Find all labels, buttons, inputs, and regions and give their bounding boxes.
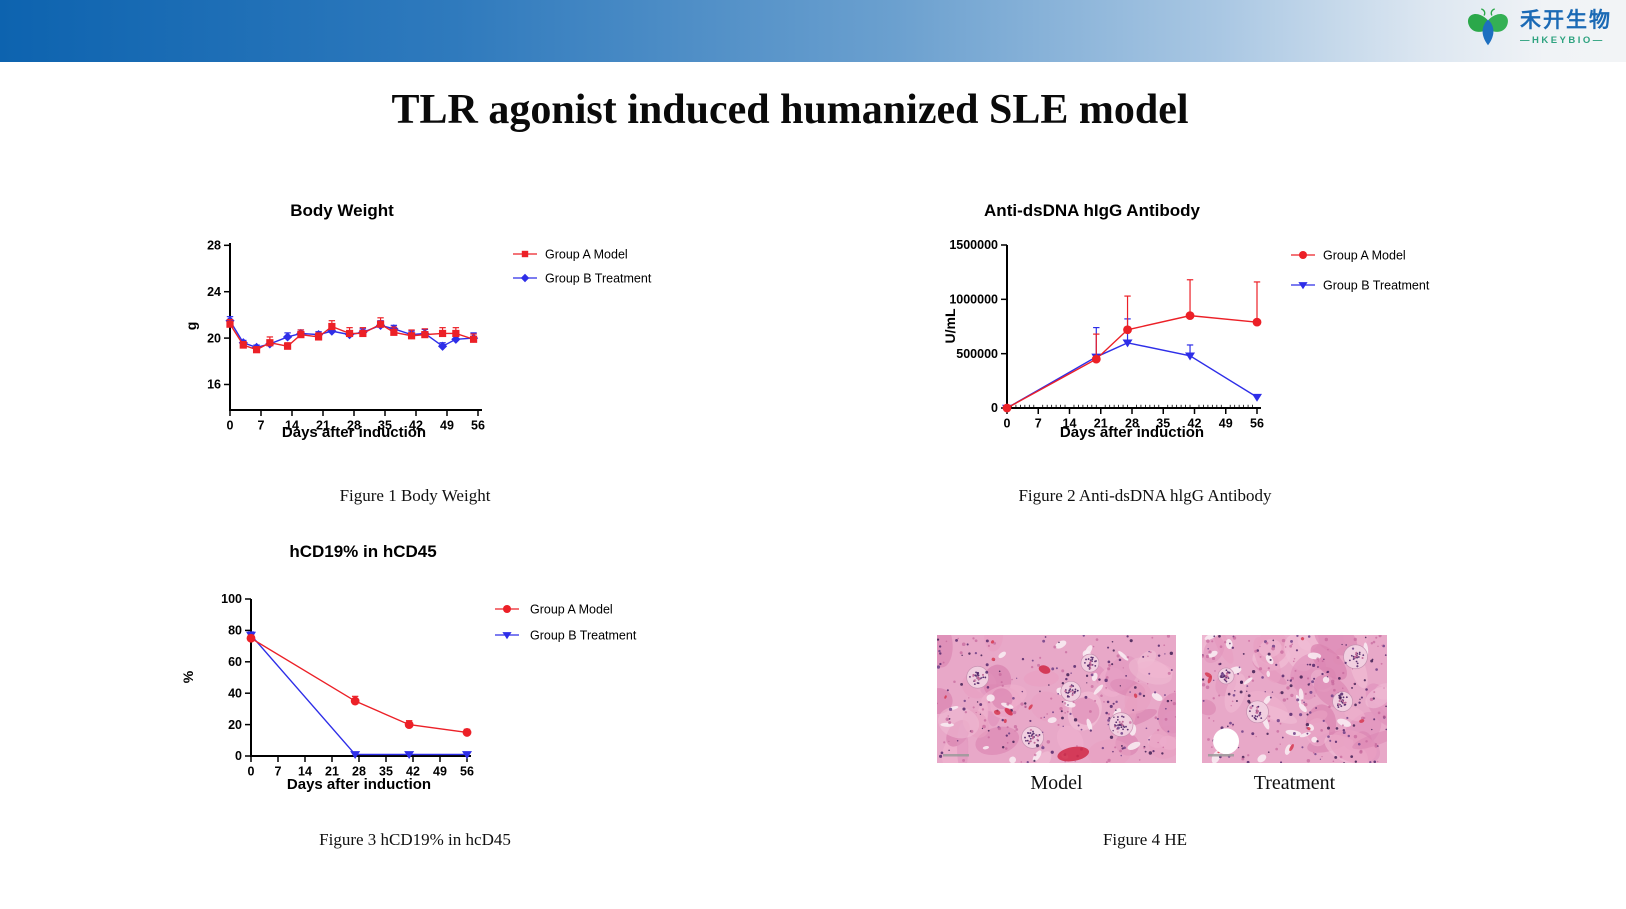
svg-text:28: 28 xyxy=(1125,417,1139,431)
svg-text:49: 49 xyxy=(433,765,447,779)
svg-text:Days after induction: Days after induction xyxy=(1060,424,1204,441)
svg-text:60: 60 xyxy=(228,655,242,669)
svg-text:20: 20 xyxy=(228,718,242,732)
svg-text:49: 49 xyxy=(1219,417,1233,431)
hcd19-plot: 0 20 40 60 80 100 0 7 14 21 28 35 42 49 56 hCD19% in hC… xyxy=(180,542,637,793)
svg-text:Body Weight: Body Weight xyxy=(290,201,394,220)
svg-text:35: 35 xyxy=(1156,417,1170,431)
svg-text:hCD19% in hCD45: hCD19% in hCD45 xyxy=(289,542,436,561)
figure2-caption: Figure 2 Anti-dsDNA hlgG Antibody xyxy=(1018,486,1272,505)
he-image-model xyxy=(937,635,1176,763)
he-model-label: Model xyxy=(1030,772,1083,794)
svg-text:7: 7 xyxy=(1035,417,1042,431)
svg-text:56: 56 xyxy=(1250,417,1264,431)
svg-text:16: 16 xyxy=(207,378,221,392)
svg-text:Group A Model: Group A Model xyxy=(545,247,628,261)
svg-text:14: 14 xyxy=(285,419,299,433)
svg-text:7: 7 xyxy=(275,765,282,779)
company-logo: 禾开生物 —HKEYBIO— xyxy=(1465,6,1612,50)
svg-text:%: % xyxy=(180,670,196,683)
svg-text:Group B Treatment: Group B Treatment xyxy=(545,271,652,285)
svg-text:21: 21 xyxy=(316,419,330,433)
butterfly-logo-icon xyxy=(1468,8,1508,46)
svg-text:Group B Treatment: Group B Treatment xyxy=(530,628,637,642)
svg-text:Days after induction: Days after induction xyxy=(287,776,431,793)
svg-text:100: 100 xyxy=(221,592,242,606)
svg-text:80: 80 xyxy=(228,624,242,638)
svg-text:28: 28 xyxy=(347,419,361,433)
svg-text:40: 40 xyxy=(228,686,242,700)
svg-text:1500000: 1500000 xyxy=(949,238,998,252)
figure1-caption: Figure 1 Body Weight xyxy=(339,486,491,505)
figure3-caption: Figure 3 hCD19% in hcD45 xyxy=(319,830,511,849)
svg-text:21: 21 xyxy=(1094,417,1108,431)
svg-text:56: 56 xyxy=(460,765,474,779)
header-bar: 禾开生物 —HKEYBIO— xyxy=(0,0,1626,62)
svg-text:7: 7 xyxy=(258,419,265,433)
logo-text-cn: 禾开生物 xyxy=(1520,8,1612,32)
svg-text:0: 0 xyxy=(991,401,998,415)
svg-text:Group A Model: Group A Model xyxy=(530,602,613,616)
svg-text:24: 24 xyxy=(207,285,221,299)
he-image-treatment xyxy=(1202,635,1387,763)
svg-text:21: 21 xyxy=(325,765,339,779)
svg-text:35: 35 xyxy=(379,765,393,779)
svg-text:0: 0 xyxy=(227,419,234,433)
svg-text:28: 28 xyxy=(207,239,221,253)
svg-text:42: 42 xyxy=(409,419,423,433)
svg-text:49: 49 xyxy=(440,419,454,433)
svg-text:20: 20 xyxy=(207,331,221,345)
svg-text:0: 0 xyxy=(235,749,242,763)
svg-text:14: 14 xyxy=(1063,417,1077,431)
svg-text:500000: 500000 xyxy=(956,347,998,361)
svg-text:14: 14 xyxy=(298,765,312,779)
figure-hcd19: 0 20 40 60 80 100 0 7 14 21 28 35 42 49 56 hCD19% in hC… xyxy=(175,540,695,823)
svg-text:Group A Model: Group A Model xyxy=(1323,248,1406,262)
svg-text:42: 42 xyxy=(1188,417,1202,431)
svg-text:g: g xyxy=(183,322,199,331)
svg-text:Days after induction: Days after induction xyxy=(282,424,426,441)
svg-text:Group B Treatment: Group B Treatment xyxy=(1323,278,1430,292)
logo-text-en: —HKEYBIO— xyxy=(1520,35,1605,47)
svg-text:35: 35 xyxy=(378,419,392,433)
svg-text:28: 28 xyxy=(352,765,366,779)
svg-text:Anti-dsDNA hIgG Antibody: Anti-dsDNA hIgG Antibody xyxy=(984,201,1200,220)
figure4-caption: Figure 4 HE xyxy=(1102,830,1188,849)
antibody-plot: 0 500000 1000000 1500000 0 7 14 21 28 35 42 49 56 Ant… xyxy=(942,201,1430,441)
figure-antibody: 0 500000 1000000 1500000 0 7 14 21 28 35 42 49 56 Ant… xyxy=(930,195,1450,462)
svg-text:0: 0 xyxy=(1004,417,1011,431)
body-weight-plot: 16 20 24 28 0 7 14 21 28 35 42 49 56 Body Weight Days … xyxy=(183,201,652,441)
svg-text:56: 56 xyxy=(471,419,485,433)
he-treatment-label: Treatment xyxy=(1253,772,1336,794)
svg-text:42: 42 xyxy=(406,765,420,779)
svg-text:U/mL: U/mL xyxy=(942,308,958,343)
figure-body-weight: 16 20 24 28 0 7 14 21 28 35 42 49 56 Body Weight Days … xyxy=(175,195,695,462)
svg-text:0: 0 xyxy=(248,765,255,779)
slide-title: TLR agonist induced humanized SLE model xyxy=(391,87,1189,133)
svg-text:1000000: 1000000 xyxy=(949,293,998,307)
